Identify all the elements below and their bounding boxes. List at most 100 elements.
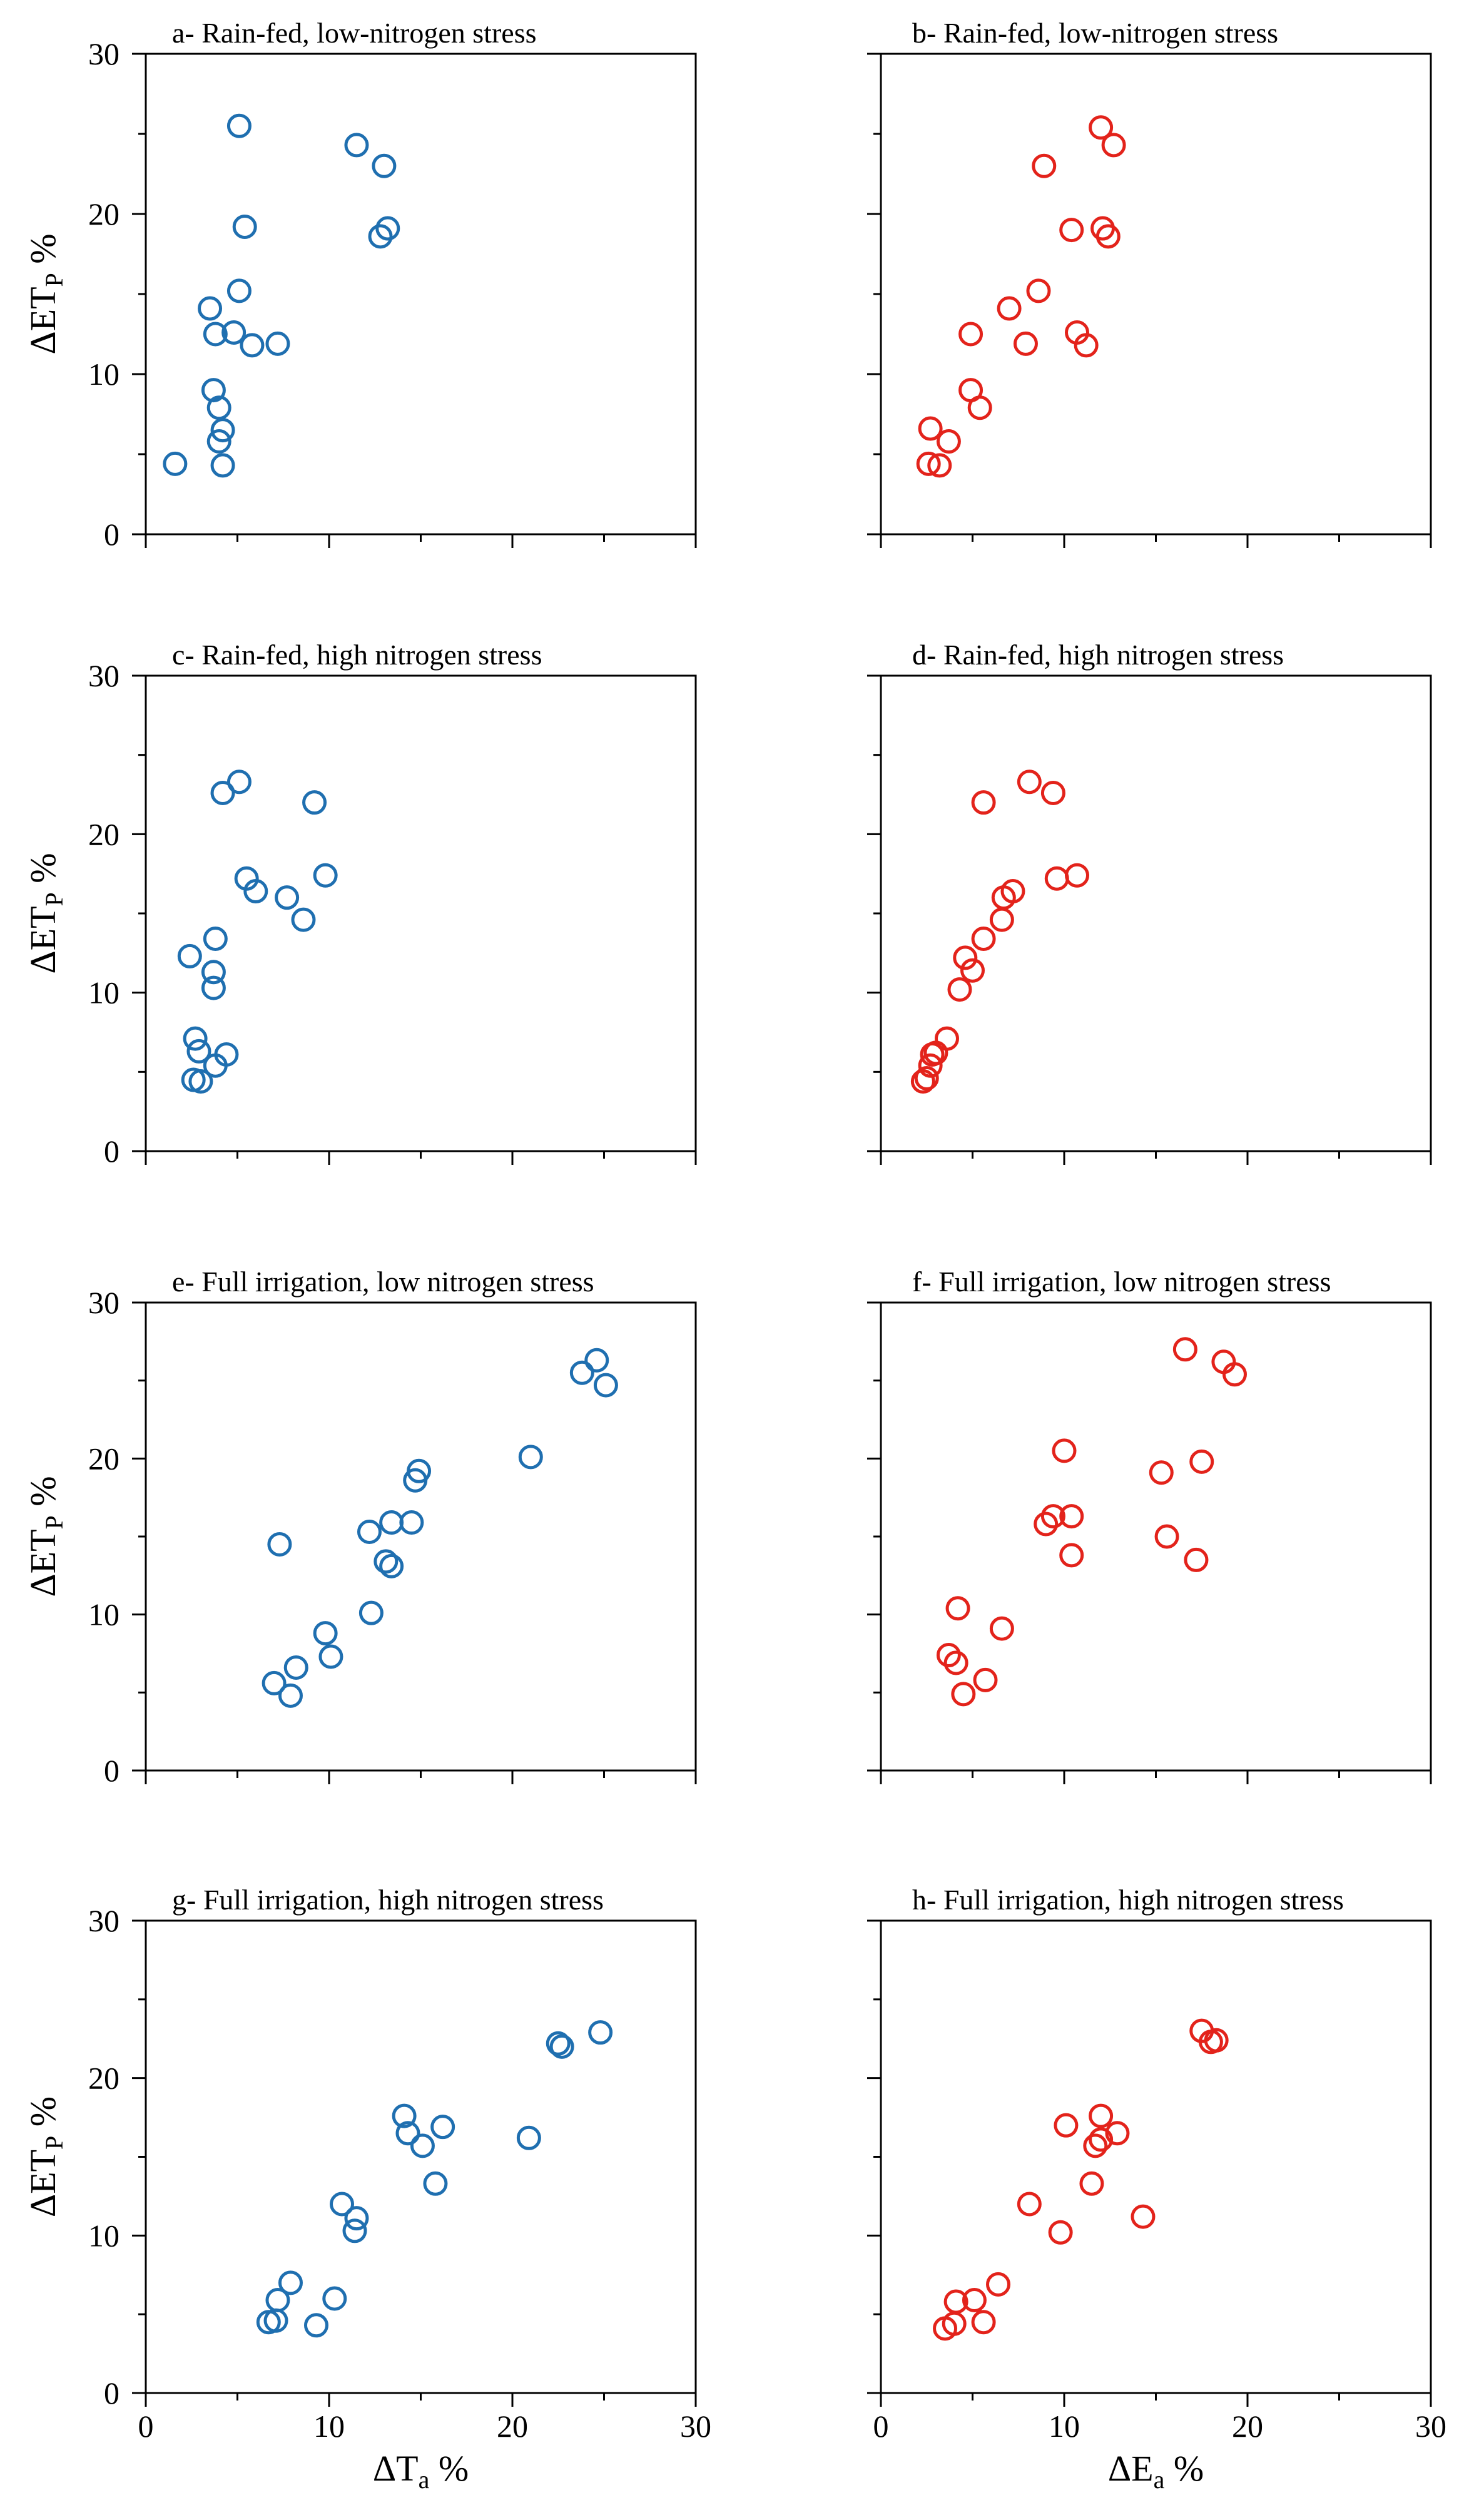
data-point (549, 2034, 574, 2059)
data-point (375, 216, 400, 241)
data-point (1059, 1543, 1084, 1568)
data-point (177, 943, 202, 968)
y-axis-label-main: ΔET (23, 287, 63, 354)
data-point (201, 378, 226, 403)
data-point (943, 1650, 968, 1675)
data-point (1013, 331, 1038, 356)
data-point (1222, 1362, 1247, 1387)
data-point (947, 977, 972, 1002)
data-point (357, 1520, 382, 1545)
data-point (221, 320, 246, 345)
x-tick-label: 20 (1232, 2409, 1263, 2444)
y-tick-label: 0 (104, 1134, 119, 1169)
data-point (368, 224, 393, 249)
data-point (188, 1069, 213, 1094)
data-point (226, 113, 252, 138)
data-point (516, 2125, 541, 2150)
data-point (997, 296, 1022, 321)
data-point (203, 322, 228, 347)
data-point (951, 1682, 976, 1707)
y-tick-label: 30 (88, 36, 119, 71)
plot-frame (880, 674, 1432, 1152)
data-point (210, 453, 235, 478)
panel-title: d- Rain-fed, high nitrogen stress (912, 639, 1284, 671)
data-point (945, 1596, 970, 1621)
data-point (399, 1510, 424, 1535)
data-point (278, 2270, 303, 2295)
y-tick-label: 10 (88, 1597, 119, 1632)
y-axis-label-main: ΔET (23, 2150, 63, 2217)
data-point (313, 863, 338, 888)
data-point (588, 2020, 613, 2045)
data-point (1154, 1524, 1179, 1549)
data-point (1026, 278, 1051, 303)
data-point (265, 331, 290, 356)
x-tick-label: 0 (873, 2409, 889, 2444)
y-tick-label: 0 (104, 1753, 119, 1788)
y-tick-label: 30 (88, 658, 119, 693)
data-point (910, 1069, 935, 1094)
data-point (278, 1683, 303, 1708)
data-point (989, 907, 1014, 932)
panel-title: h- Full irrigation, high nitrogen stress (912, 1884, 1344, 1916)
y-tick-label: 30 (88, 1903, 119, 1938)
y-axis-label: ΔETP % (23, 233, 68, 354)
data-point (584, 1348, 609, 1373)
data-point (1059, 1504, 1084, 1529)
y-axis-label-main: ΔET (23, 1529, 63, 1597)
x-axis-label: ΔEa % (1108, 2448, 1204, 2494)
plot-frame (145, 1301, 697, 1772)
data-point (973, 1667, 998, 1692)
data-point (1131, 2204, 1156, 2229)
data-point (943, 2289, 968, 2314)
data-point (1059, 218, 1084, 243)
panel-g: 0 10 20 30 0 10 20 30 g- Full irrigation, high n… (23, 1884, 711, 2494)
x-tick-label: 20 (497, 2409, 528, 2444)
data-point (214, 1042, 239, 1067)
data-point (1172, 1337, 1197, 1362)
y-axis-label-unit: % (23, 233, 63, 273)
panel-title: a- Rain-fed, low-nitrogen stress (172, 17, 537, 49)
y-axis-label-sub: P (40, 2136, 68, 2150)
data-point (379, 1553, 404, 1578)
data-point (379, 1510, 404, 1535)
data-point (423, 2171, 448, 2196)
data-point (936, 1642, 961, 1667)
plot-frame (880, 53, 1432, 536)
data-point (322, 2286, 347, 2311)
panel-d: d- Rain-fed, high nitrogen stress (867, 639, 1432, 1165)
y-axis-label-unit: % (23, 1476, 63, 1515)
data-point (226, 278, 252, 303)
x-axis-label-sub: a (419, 2466, 430, 2494)
panel-f: f- Full irrigation, low nitrogen stress (867, 1266, 1432, 1784)
x-axis-label-unit: % (429, 2448, 469, 2489)
data-point (960, 958, 985, 983)
data-point (344, 133, 369, 158)
data-point (1065, 863, 1090, 888)
plot-frame (145, 674, 697, 1152)
data-point (953, 945, 978, 970)
data-point (918, 416, 943, 441)
data-point (291, 907, 316, 932)
data-point (1032, 153, 1057, 178)
data-point (201, 960, 226, 985)
data-point (546, 2031, 571, 2056)
data-point (569, 1360, 594, 1385)
x-axis-label-unit: % (1164, 2448, 1204, 2489)
x-tick-label: 0 (138, 2409, 154, 2444)
data-point (916, 451, 941, 476)
data-point (1044, 866, 1069, 891)
y-tick-label: 0 (104, 517, 119, 552)
data-point (971, 2310, 996, 2335)
data-point (971, 927, 996, 952)
data-point (186, 1039, 211, 1064)
data-point (206, 429, 231, 454)
data-point (407, 1458, 432, 1483)
data-point (392, 2103, 417, 2128)
data-point (318, 1644, 343, 1669)
y-tick-label: 30 (88, 1285, 119, 1320)
data-point (1204, 2028, 1229, 2053)
data-point (198, 296, 223, 321)
data-point (344, 2206, 369, 2231)
